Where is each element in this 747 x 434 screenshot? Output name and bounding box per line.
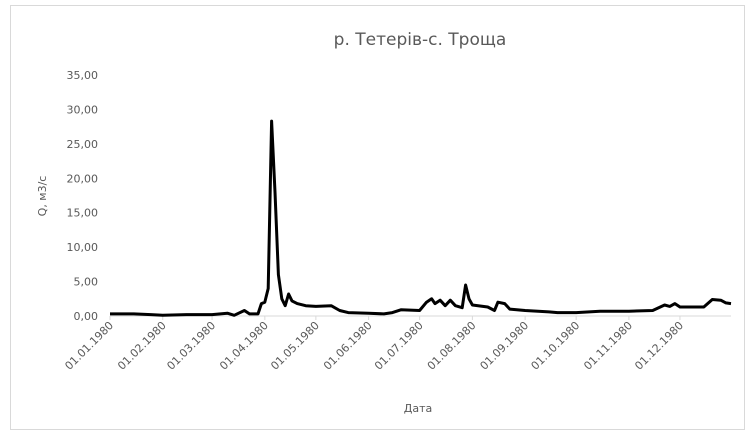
y-tick-label: 10,00 bbox=[67, 241, 99, 254]
y-tick-label: 25,00 bbox=[67, 138, 99, 151]
y-tick-label: 30,00 bbox=[67, 103, 99, 116]
chart-title: р. Тетерів-с. Троща bbox=[334, 30, 507, 50]
y-tick-label: 20,00 bbox=[67, 172, 99, 185]
line-series bbox=[110, 119, 732, 317]
y-tick-label: 5,00 bbox=[74, 276, 99, 289]
x-axis-label: Дата bbox=[404, 402, 432, 415]
y-axis-label: Q, м3/с bbox=[36, 176, 49, 217]
y-tick-label: 0,00 bbox=[74, 310, 99, 323]
y-tick-label: 35,00 bbox=[67, 69, 99, 82]
chart-frame bbox=[10, 5, 745, 430]
y-tick-label: 15,00 bbox=[67, 207, 99, 220]
